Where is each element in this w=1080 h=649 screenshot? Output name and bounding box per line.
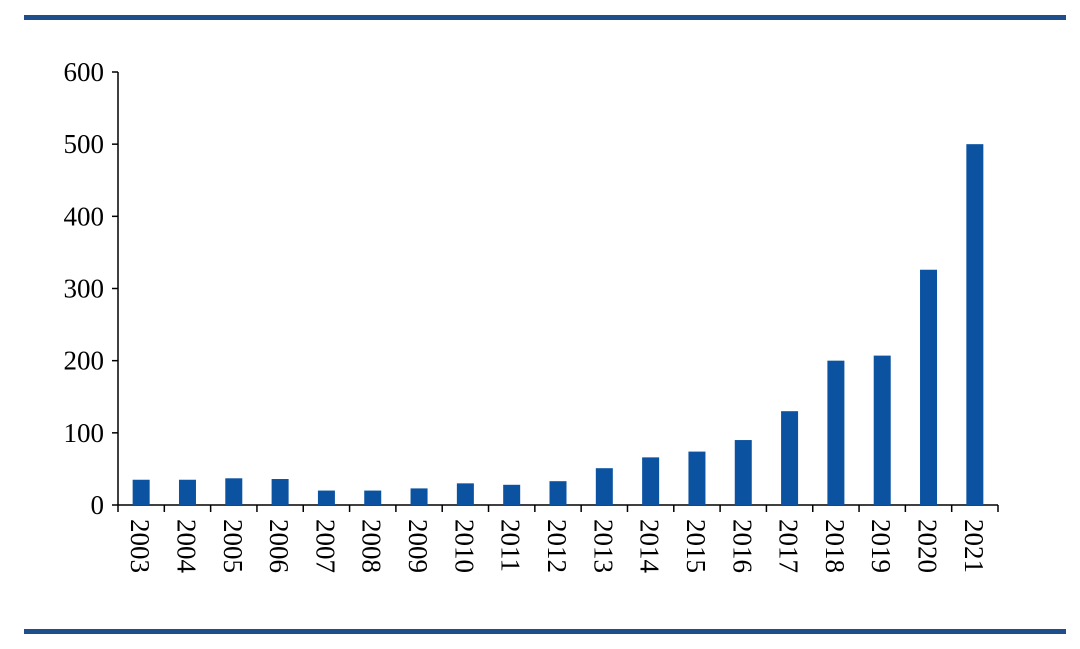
bar-2013 — [595, 468, 613, 505]
bar-2005 — [225, 478, 243, 505]
bar-2003 — [132, 479, 150, 505]
x-tick-label: 2006 — [264, 519, 294, 573]
y-tick-label: 400 — [64, 201, 105, 231]
bar-2017 — [781, 411, 799, 505]
bar-2010 — [456, 483, 474, 505]
bar-2004 — [178, 479, 196, 505]
bar-2020 — [920, 269, 938, 505]
x-tick-label: 2005 — [218, 519, 248, 573]
y-tick-label: 300 — [64, 274, 105, 304]
x-tick-label: 2008 — [357, 519, 387, 573]
bottom-rule — [24, 629, 1066, 634]
bar-2008 — [364, 490, 382, 505]
x-tick-label: 2018 — [820, 519, 850, 573]
bar-2016 — [734, 440, 752, 505]
bar-2021 — [966, 144, 984, 505]
bar-2009 — [410, 488, 428, 505]
y-tick-label: 500 — [64, 129, 105, 159]
bar-2007 — [317, 490, 335, 505]
bar-2015 — [688, 451, 706, 505]
x-tick-label: 2014 — [635, 519, 665, 574]
x-tick-label: 2016 — [727, 519, 757, 573]
y-tick-label: 100 — [64, 418, 105, 448]
x-tick-label: 2021 — [959, 519, 989, 573]
x-tick-label: 2012 — [542, 519, 572, 573]
x-tick-label: 2015 — [681, 519, 711, 573]
top-rule — [24, 15, 1066, 20]
bar-2012 — [549, 481, 567, 505]
x-tick-label: 2020 — [913, 519, 943, 573]
bar-2018 — [827, 360, 845, 505]
x-tick-label: 2010 — [449, 519, 479, 573]
bar-2014 — [642, 457, 660, 505]
x-tick-label: 2009 — [403, 519, 433, 573]
x-tick-label: 2003 — [125, 519, 155, 573]
bar-2011 — [503, 484, 521, 505]
x-tick-label: 2017 — [774, 519, 804, 573]
bar-2019 — [873, 355, 891, 505]
y-tick-label: 600 — [64, 57, 105, 87]
x-tick-label: 2004 — [171, 519, 201, 574]
x-tick-label: 2011 — [496, 519, 526, 572]
y-tick-label: 0 — [91, 490, 105, 520]
x-tick-label: 2019 — [866, 519, 896, 573]
y-tick-label: 200 — [64, 346, 105, 376]
x-tick-label: 2013 — [588, 519, 618, 573]
x-tick-label: 2007 — [310, 519, 340, 573]
bar-2006 — [271, 479, 289, 505]
